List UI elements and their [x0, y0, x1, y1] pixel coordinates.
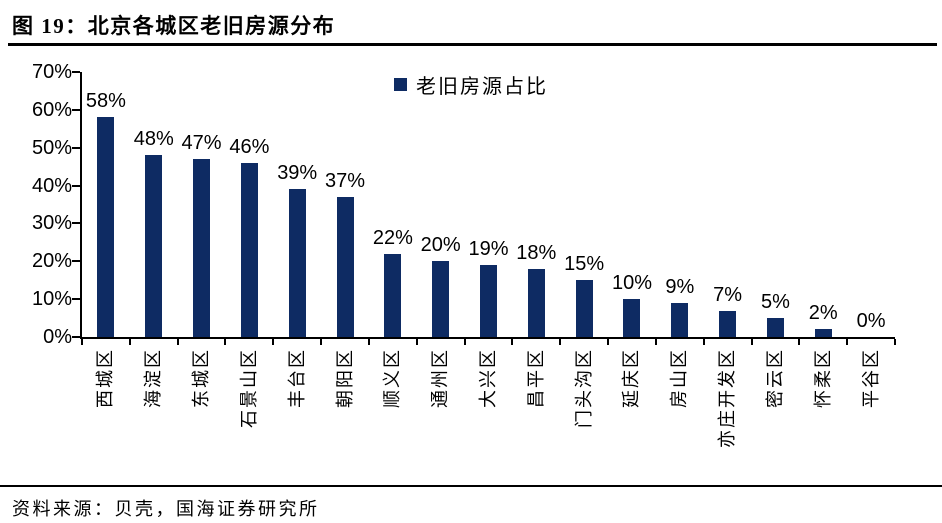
bar	[336, 196, 354, 337]
x-axis-category-label: 昌平区	[525, 348, 546, 408]
bar-value-label: 47%	[181, 132, 222, 155]
y-axis-tick-label: 60%	[31, 98, 72, 121]
bar	[480, 265, 497, 337]
y-axis-tick-label: 40%	[31, 174, 72, 197]
x-axis-tick	[128, 339, 131, 345]
y-axis-tick	[72, 260, 80, 263]
x-axis-category-label: 朝阳区	[334, 348, 355, 408]
bar	[671, 302, 689, 337]
x-axis-line	[80, 337, 895, 339]
y-axis-tick	[72, 298, 80, 301]
bar	[240, 162, 258, 337]
x-axis-category-label: 海淀区	[143, 348, 164, 408]
y-axis-tick-label: 50%	[31, 136, 72, 159]
bar	[575, 280, 593, 337]
bar	[814, 329, 832, 337]
figure-title: 图 19：北京各城区老旧房源分布	[12, 14, 336, 38]
x-axis-category-label: 顺义区	[382, 348, 403, 408]
y-axis-tick	[72, 71, 80, 73]
x-axis-tick	[224, 339, 227, 345]
bar	[193, 159, 211, 337]
x-axis-tick	[750, 339, 753, 345]
x-axis-tick	[798, 339, 801, 345]
x-axis-category-label: 丰台区	[286, 348, 307, 408]
y-axis-tick	[72, 184, 80, 187]
bar-value-label: 0%	[856, 310, 886, 332]
bar-value-label: 20%	[420, 234, 461, 257]
x-axis-category-label: 房山区	[669, 348, 690, 408]
legend-marker-icon	[394, 77, 407, 91]
x-axis-tick	[463, 339, 466, 345]
x-axis-tick	[81, 339, 83, 345]
x-axis-tick	[607, 339, 610, 345]
x-axis-category-label: 大兴区	[478, 348, 498, 408]
x-axis-tick	[702, 339, 705, 345]
y-axis-tick	[72, 146, 80, 149]
bar-value-label: 22%	[372, 226, 413, 249]
source-divider	[0, 485, 942, 487]
bar-value-label: 37%	[325, 169, 366, 192]
bar-value-label: 48%	[133, 128, 174, 151]
y-axis-tick	[72, 222, 80, 225]
y-axis-tick-label: 10%	[31, 288, 72, 311]
x-axis-category-label: 怀柔区	[812, 348, 833, 408]
y-axis-tick-label: 0%	[43, 326, 72, 348]
x-axis-tick	[511, 339, 514, 345]
x-axis-category-label: 西城区	[95, 348, 116, 408]
bar	[766, 318, 784, 337]
bar	[432, 261, 450, 337]
bar-value-label: 2%	[808, 302, 838, 325]
x-axis-tick	[367, 339, 370, 345]
source-text: 资料来源：贝壳，国海证券研究所	[12, 499, 320, 519]
bar-value-label: 15%	[564, 253, 605, 276]
x-axis-tick	[894, 339, 896, 345]
bar-value-label: 9%	[665, 275, 695, 298]
bar-chart: 老旧房源占比 0% 10% 20% 30% 40% 50% 60% 70% 58% 西城区 48% 海…	[0, 55, 942, 483]
x-axis-category-label: 通州区	[430, 348, 451, 408]
y-axis-line	[80, 72, 82, 339]
y-axis-tick-label: 20%	[31, 250, 72, 273]
bar	[288, 189, 306, 337]
x-axis-category-label: 平谷区	[860, 348, 881, 408]
bar-value-label: 19%	[468, 238, 509, 261]
y-axis-tick	[72, 336, 80, 338]
bar-value-label: 39%	[277, 162, 318, 185]
bar-value-label: 7%	[713, 283, 743, 306]
bar	[719, 310, 737, 337]
bar	[623, 299, 641, 337]
bar-value-label: 18%	[516, 241, 557, 264]
chart-legend: 老旧房源占比	[394, 71, 548, 98]
legend-label: 老旧房源占比	[416, 75, 548, 98]
bar-value-label: 5%	[760, 291, 790, 314]
y-axis-tick	[72, 108, 80, 111]
x-axis-category-label: 亦庄开发区	[717, 348, 738, 448]
x-axis-category-label: 密云区	[764, 348, 785, 408]
bar	[527, 268, 545, 337]
x-axis-tick	[559, 339, 562, 345]
x-axis-tick	[654, 339, 657, 345]
x-axis-tick	[272, 339, 275, 345]
x-axis-tick	[320, 339, 323, 345]
y-axis-tick-label: 30%	[31, 212, 72, 235]
bar-value-label: 46%	[229, 135, 270, 158]
bar	[384, 253, 402, 337]
title-underline	[8, 43, 937, 46]
y-axis-tick-label: 70%	[31, 61, 72, 83]
x-axis-tick	[176, 339, 179, 345]
x-axis-category-label: 延庆区	[621, 348, 642, 408]
x-axis-category-label: 门头沟区	[573, 348, 594, 428]
x-axis-category-label: 东城区	[191, 348, 212, 408]
bar	[145, 155, 163, 337]
bar-value-label: 10%	[611, 272, 652, 295]
x-axis-tick	[846, 339, 849, 345]
x-axis-category-label: 石景山区	[238, 348, 259, 428]
x-axis-tick	[415, 339, 418, 345]
bar-value-label: 58%	[85, 90, 126, 113]
bar	[97, 117, 115, 337]
